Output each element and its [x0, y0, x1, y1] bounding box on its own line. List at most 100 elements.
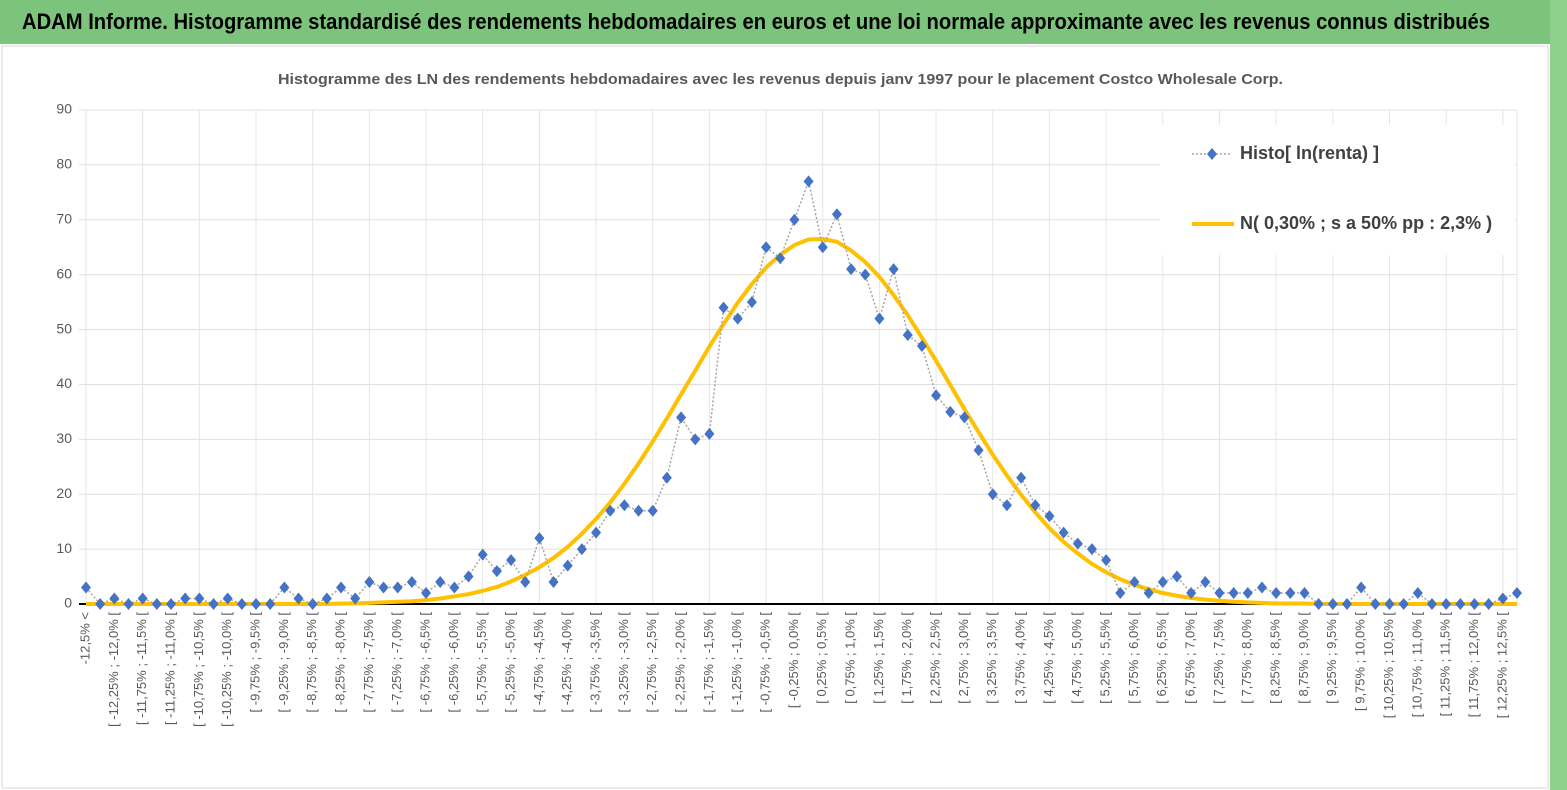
diamond-marker	[1256, 581, 1267, 594]
legend-box	[1160, 125, 1515, 255]
diamond-marker	[307, 598, 318, 610]
diamond-marker	[279, 581, 290, 594]
diamond-marker	[704, 427, 715, 440]
x-tick-label: [ 5,25% ; 5,5% [	[1098, 612, 1113, 704]
diamond-marker	[633, 504, 644, 517]
diamond-marker	[1512, 587, 1522, 600]
diamond-marker	[463, 570, 474, 583]
diamond-marker	[1285, 587, 1296, 600]
diamond-marker	[95, 598, 106, 610]
diamond-marker	[1214, 587, 1225, 600]
diamond-marker	[1327, 598, 1338, 610]
diamond-marker	[293, 592, 304, 605]
x-tick-label: [ 1,75% ; 2,0% [	[899, 612, 914, 704]
diamond-marker	[1228, 587, 1239, 600]
y-tick-label: 10	[56, 540, 72, 556]
diamond-marker	[137, 592, 148, 605]
diamond-marker	[109, 592, 120, 605]
diamond-marker	[874, 312, 885, 325]
x-tick-label: [ 4,75% ; 5,0% [	[1069, 612, 1084, 704]
diamond-marker	[435, 576, 446, 589]
x-tick-label: [ -6,25% ; -6,0% [	[446, 612, 461, 713]
diamond-marker	[1441, 598, 1452, 610]
diamond-marker	[647, 504, 658, 517]
diamond-marker	[1398, 598, 1409, 610]
diamond-marker	[208, 598, 219, 610]
diamond-marker	[123, 598, 134, 610]
x-tick-label: [ -1,25% ; -1,0% [	[729, 612, 744, 713]
diamond-marker	[1200, 576, 1211, 589]
diamond-marker	[1157, 576, 1168, 589]
diamond-marker	[1497, 592, 1508, 605]
x-tick-label: [ 9,75% ; 10,0% [	[1353, 612, 1368, 711]
x-tick-label: [ -12,25% ; -12,0% [	[106, 612, 121, 727]
diamond-marker	[676, 411, 687, 424]
x-tick-label: [ 4,25% ; 4,5% [	[1041, 612, 1056, 704]
diamond-marker	[194, 592, 205, 605]
x-tick-label: [ -10,25% ; -10,0% [	[219, 612, 234, 727]
side-strip	[1550, 0, 1567, 790]
diamond-marker	[661, 471, 672, 484]
x-tick-label: [ 10,25% ; 10,5% [	[1381, 612, 1396, 719]
x-tick-label: [ -11,25% ; -11,0% [	[162, 612, 177, 725]
diamond-marker	[591, 526, 602, 539]
diamond-marker	[1044, 510, 1055, 523]
diamond-marker	[378, 581, 389, 594]
x-tick-label: [ 3,75% ; 4,0% [	[1013, 612, 1028, 704]
diamond-marker	[1313, 598, 1324, 610]
diamond-marker	[803, 175, 814, 188]
x-tick-label: [ 2,25% ; 2,5% [	[928, 612, 943, 704]
x-tick-label: [ 3,25% ; 3,5% [	[984, 612, 999, 704]
x-tick-label: [ -6,75% ; -6,5% [	[417, 612, 432, 713]
x-tick-label: [ 10,75% ; 11,0% [	[1409, 612, 1424, 718]
diamond-marker	[1356, 581, 1367, 594]
diamond-marker	[931, 389, 942, 402]
x-tick-label: [ -7,75% ; -7,5% [	[361, 612, 376, 713]
diamond-marker	[761, 241, 772, 254]
diamond-marker	[1186, 587, 1197, 600]
diamond-marker	[1341, 598, 1352, 610]
x-tick-label: [ -4,75% ; -4,5% [	[531, 612, 546, 713]
y-tick-label: 70	[56, 210, 72, 226]
diamond-marker	[534, 532, 545, 545]
diamond-marker	[1412, 587, 1423, 600]
y-tick-label: 40	[56, 375, 72, 391]
x-tick-label: [ 2,75% ; 3,0% [	[956, 612, 971, 704]
x-tick-label: [ 7,75% ; 8,0% [	[1239, 612, 1254, 704]
diamond-marker	[1426, 598, 1437, 610]
x-tick-label: [ 0,75% ; 1,0% [	[843, 612, 858, 704]
x-tick-label: [ -0,25% ; 0,0% [	[786, 612, 801, 708]
diamond-marker	[350, 592, 361, 605]
x-tick-label: [ 0,25% ; 0,5% [	[814, 612, 829, 704]
diamond-marker	[1072, 537, 1083, 550]
diamond-marker	[732, 312, 743, 325]
x-tick-label: [ -11,75% ; -11,5% [	[134, 612, 149, 725]
diamond-marker	[449, 581, 460, 594]
diamond-marker	[860, 268, 871, 281]
diamond-marker	[477, 548, 488, 561]
diamond-marker	[789, 213, 800, 226]
y-tick-label: 80	[56, 156, 72, 172]
diamond-marker	[916, 340, 927, 353]
diamond-marker	[987, 488, 998, 501]
chart-frame	[1, 45, 1549, 789]
diamond-marker	[973, 444, 984, 457]
diamond-marker	[1016, 471, 1027, 484]
diamond-marker	[746, 296, 757, 309]
diamond-marker	[321, 592, 332, 605]
x-tick-label: [ 6,25% ; 6,5% [	[1154, 612, 1169, 704]
diamond-marker	[236, 598, 247, 610]
diamond-marker	[959, 411, 970, 424]
diamond-marker	[151, 598, 162, 610]
diamond-marker	[1001, 499, 1012, 512]
y-tick-label: 30	[56, 430, 72, 446]
x-tick-label: [ -5,25% ; -5,0% [	[502, 612, 517, 713]
x-tick-label: [ 11,25% ; 11,5% [	[1438, 612, 1453, 717]
legend-marker	[1207, 148, 1217, 160]
diamond-marker	[421, 587, 432, 600]
diamond-marker	[1483, 598, 1494, 610]
header-title: ADAM Informe. Histogramme standardisé de…	[22, 9, 1490, 34]
x-tick-label: [ -8,75% ; -8,5% [	[304, 612, 319, 713]
diamond-marker	[1115, 587, 1126, 600]
